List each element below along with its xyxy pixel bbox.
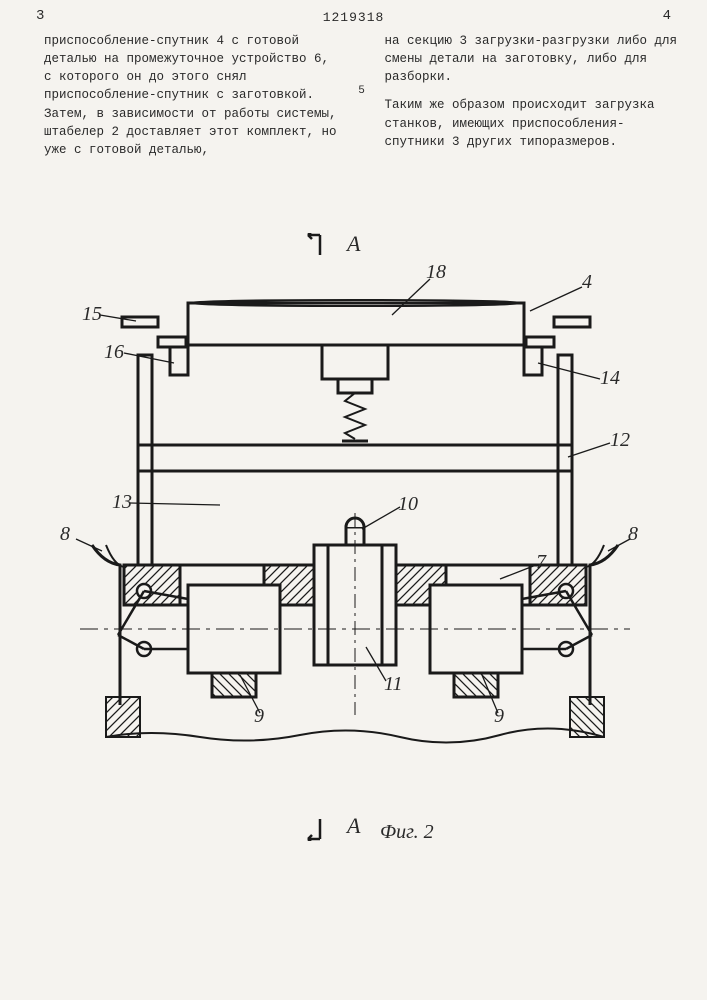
technical-drawing xyxy=(70,245,640,805)
callout-4: 4 xyxy=(582,271,592,294)
section-label-top: А xyxy=(347,231,360,256)
section-marker-top: А xyxy=(306,231,360,259)
callout-15: 15 xyxy=(82,303,102,326)
body-text: приспособление-спутник 4 с готовой детал… xyxy=(0,24,707,163)
callout-7: 7 xyxy=(536,551,546,574)
callout-13: 13 xyxy=(112,491,132,514)
callout-18: 18 xyxy=(426,261,446,284)
callout-9-left: 9 xyxy=(254,705,264,728)
line-marker: 5 xyxy=(355,32,369,163)
right-column: на секцию 3 загрузки-разгрузки либо для … xyxy=(385,32,680,163)
page-number-left: 3 xyxy=(36,8,44,24)
section-marker-bottom: А xyxy=(306,813,360,841)
callout-8-right: 8 xyxy=(628,523,638,546)
callout-9-right: 9 xyxy=(494,705,504,728)
left-column: приспособление-спутник 4 с готовой детал… xyxy=(44,32,339,163)
callout-10: 10 xyxy=(398,493,418,516)
figure-2: А xyxy=(70,245,640,905)
callout-14: 14 xyxy=(600,367,620,390)
section-label-bottom: А xyxy=(347,813,360,838)
figure-caption: Фиг. 2 xyxy=(380,821,434,844)
patent-number: 1219318 xyxy=(323,10,385,25)
right-paragraph-1: на секцию 3 загрузки-разгрузки либо для … xyxy=(385,32,680,86)
page-number-right: 4 xyxy=(663,8,671,24)
callout-12: 12 xyxy=(610,429,630,452)
callout-8-left: 8 xyxy=(60,523,70,546)
callout-11: 11 xyxy=(384,673,403,696)
left-paragraph: приспособление-спутник 4 с готовой детал… xyxy=(44,32,339,159)
callout-16: 16 xyxy=(104,341,124,364)
right-paragraph-2: Таким же образом происходит загрузка ста… xyxy=(385,96,680,150)
